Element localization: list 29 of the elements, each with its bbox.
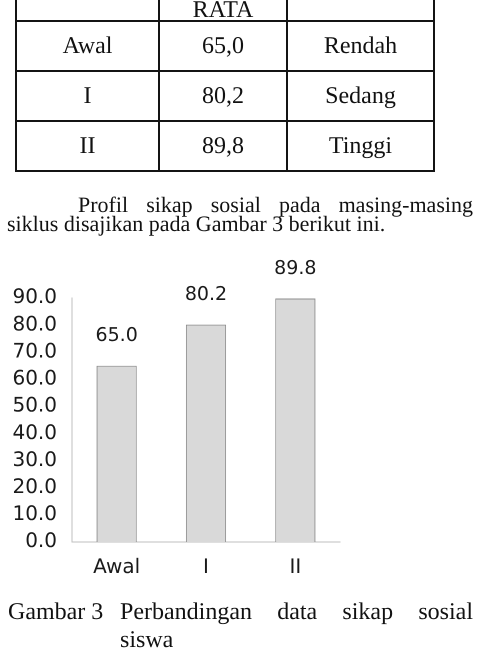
y-tick-label: 80.0 [12,311,57,336]
data-label: 89.8 [274,256,316,279]
text: Gambar 3 [8,598,104,626]
y-tick-label: 50.0 [12,392,57,417]
y-tick-label: 10.0 [12,501,57,526]
text: Awal [62,32,112,58]
text: Rendah [324,32,398,58]
x-tick-label: Awal [93,554,140,578]
text: Sedang [325,82,396,108]
text: RATA [192,0,254,23]
y-tick-label: 90.0 [12,284,57,308]
text: Profil sikap sosial pada masing-masing siklus disajikan pada Gambar 3 berikut ini. [7,192,473,236]
y-tick-label: 20.0 [12,474,57,498]
text: 65,0 [202,32,244,58]
text: Perbandingan data sikap sosial siswa [120,598,473,654]
y-tick-label: 60.0 [12,366,57,390]
y-tick-label: 70.0 [12,338,57,362]
text: 80,2 [202,82,244,108]
y-tick-label: 30.0 [12,446,57,471]
text: I [84,82,92,108]
text: II [80,132,96,158]
y-tick-label: 40.0 [12,420,57,444]
x-tick-label: I [203,554,209,578]
data-label: 80.2 [184,283,228,306]
data-label: 65.0 [96,324,138,346]
text: Tinggi [328,132,392,158]
text: 89,8 [202,132,244,158]
x-tick-label: II [289,554,302,578]
y-tick-label: 0.0 [25,528,57,552]
